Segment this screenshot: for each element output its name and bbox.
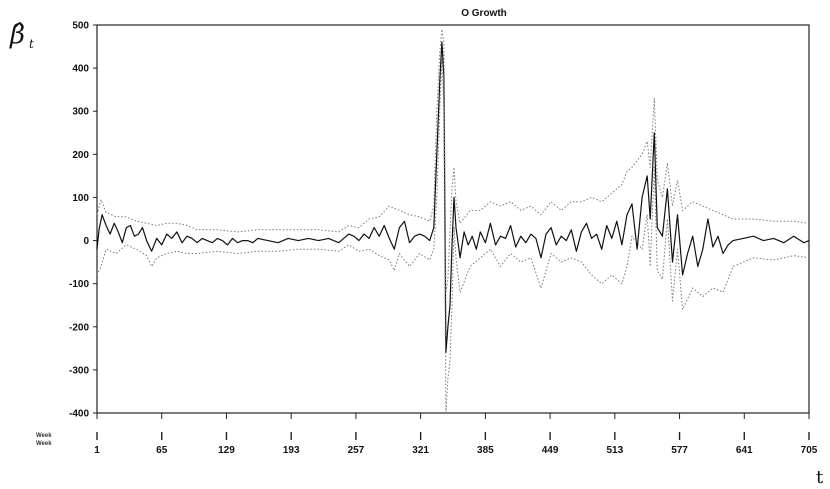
y-axis-label: β̂ [9, 20, 25, 50]
y-tick-label: 100 [72, 193, 89, 204]
y-tick-label: 0 [83, 236, 89, 247]
y-tick-label: 400 [72, 64, 89, 75]
week-row-label-top: Week [36, 433, 52, 439]
y-tick-label: -100 [69, 279, 89, 290]
y-tick-label: 300 [72, 107, 89, 118]
x-tick-label: 513 [606, 445, 623, 456]
y-axis-label-subscript: t [29, 37, 34, 51]
y-tick-label: -400 [69, 409, 89, 420]
y-tick-label: 500 [72, 21, 89, 32]
x-ticks: 1 65 129 193 257 321 385 449 513 577 641 705 [94, 413, 818, 456]
confidence-band-line [96, 28, 810, 293]
series-layer [96, 28, 810, 414]
y-tick-label: 200 [72, 150, 89, 161]
estimate-series-line [96, 41, 810, 354]
x-tick-label: 449 [542, 445, 559, 456]
x-tick-label: 129 [218, 445, 235, 456]
x-tick-label: 321 [412, 445, 429, 456]
x-tick-label: 385 [477, 445, 494, 456]
y-ticks: 500 400 300 200 100 0 -100 -200 -300 -400 [69, 21, 97, 420]
x-tick-label: 641 [736, 445, 753, 456]
confidence-band-line [96, 59, 810, 414]
x-tick-label: 193 [283, 445, 300, 456]
x-tick-label: 65 [156, 445, 168, 456]
x-tick-label: 257 [348, 445, 365, 456]
x-tick-label: 1 [94, 445, 100, 456]
x-tick-label: 577 [671, 445, 688, 456]
plot-area-frame [96, 24, 810, 414]
x-tick-label: 705 [801, 445, 818, 456]
chart-title: O Growth [461, 8, 507, 19]
y-tick-label: -300 [69, 365, 89, 376]
week-row-label-bottom: Week [36, 441, 52, 447]
x-axis-label: t [816, 467, 824, 488]
y-tick-label: -200 [69, 322, 89, 333]
